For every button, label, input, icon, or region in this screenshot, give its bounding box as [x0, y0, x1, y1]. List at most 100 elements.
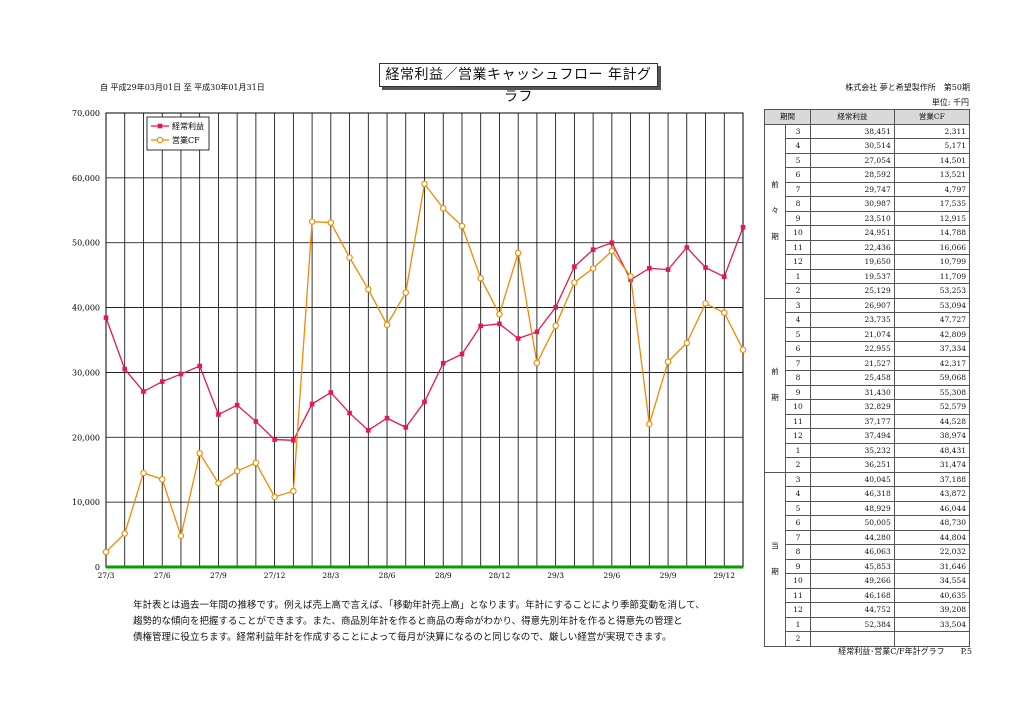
data-point	[290, 487, 297, 495]
table-row: 11 22,436 16,066	[765, 239, 971, 255]
operating-cf-cell: 5,171	[893, 138, 971, 154]
table-row: 2 25,129 53,253	[765, 283, 971, 299]
data-point	[609, 240, 615, 245]
data-point	[739, 346, 747, 353]
data-point	[514, 249, 522, 257]
operating-cf-cell: 42,809	[893, 326, 971, 342]
legend-marker	[156, 136, 164, 144]
operating-cf-cell: 52,579	[893, 399, 971, 415]
footer-page-label: 経常利益･営業C/F年計グラフ P.5	[838, 647, 972, 656]
recurring-profit-cell: 22,955	[810, 341, 895, 357]
recurring-profit-cell: 37,494	[810, 428, 895, 444]
table-row: 10 49,266 34,554	[765, 573, 971, 589]
operating-cf-cell: 48,730	[893, 515, 971, 531]
table-row: 12 37,494 38,974	[765, 428, 971, 444]
table-row: 7 21,527 42,317	[765, 355, 971, 371]
x-tick-label: 27/9	[210, 571, 227, 580]
y-tick-label: 60,000	[72, 174, 100, 183]
table-row: 9 45,853 31,646	[765, 558, 971, 574]
table-row: 6 50,005 48,730	[765, 515, 971, 531]
table-row: 5 27,054 14,501	[765, 152, 971, 168]
table-row: 当期 3 40,045 37,188	[764, 471, 971, 647]
table-row: 1 52,384 33,504	[765, 616, 971, 632]
data-point	[646, 420, 653, 428]
month-cell: 6	[785, 167, 811, 183]
operating-cf-cell: 17,535	[893, 196, 971, 212]
operating-cf-cell: 2,311	[893, 123, 971, 139]
data-point	[647, 265, 652, 271]
operating-cf-cell: 40,635	[893, 587, 971, 603]
month-cell: 11	[785, 239, 811, 255]
month-cell: 11	[785, 587, 811, 603]
y-tick-label: 50,000	[72, 239, 100, 248]
month-cell: 5	[785, 500, 811, 516]
table-row: 9 31,430 55,308	[765, 384, 971, 400]
recurring-profit-cell: 25,129	[810, 283, 895, 299]
data-point	[216, 412, 221, 417]
operating-cf-cell: 37,334	[893, 341, 971, 357]
x-tick-label: 28/12	[489, 571, 511, 580]
recurring-profit-cell: 30,987	[810, 196, 895, 212]
data-point	[383, 321, 391, 329]
operating-cf-cell: 59,068	[893, 370, 971, 386]
data-point	[291, 437, 296, 443]
month-cell: 2	[785, 631, 811, 647]
data-point	[665, 267, 671, 272]
data-point	[703, 265, 708, 270]
table-row: 2	[765, 631, 971, 647]
data-point	[121, 530, 128, 537]
operating-cf-cell: 53,253	[893, 283, 971, 299]
operating-cf-cell: 44,528	[893, 413, 971, 429]
data-point	[328, 390, 334, 395]
recurring-profit-cell: 19,537	[810, 268, 895, 284]
operating-cf-cell: 31,646	[893, 558, 971, 574]
data-point	[478, 323, 484, 329]
x-tick-label: 27/12	[264, 571, 286, 580]
operating-cf-cell: 37,188	[893, 471, 971, 487]
table-row: 2 36,251 31,474	[765, 457, 971, 473]
table-row: 前々期 3 38,451 2,311	[764, 123, 971, 299]
data-point	[422, 399, 427, 405]
x-tick-label: 27/3	[98, 571, 115, 580]
recurring-profit-cell: 23,510	[810, 210, 895, 226]
data-point	[272, 437, 277, 442]
operating-cf-cell: 53,094	[893, 297, 971, 313]
y-tick-label: 70,000	[72, 109, 100, 118]
table-row: 12 44,752 39,208	[765, 602, 971, 618]
operating-cf-cell: 33,504	[893, 616, 971, 632]
operating-cf-cell: 43,872	[893, 486, 971, 502]
data-point	[721, 309, 728, 316]
month-cell: 9	[785, 558, 811, 574]
recurring-profit-cell: 44,280	[810, 529, 895, 545]
recurring-profit-cell: 50,005	[810, 515, 895, 531]
table-header: 営業CF	[893, 109, 971, 125]
x-tick-label: 29/3	[547, 571, 564, 580]
page-title: 経常利益／営業キャッシュフロー 年計グラフ	[379, 63, 658, 105]
month-cell: 9	[785, 210, 811, 226]
data-point	[571, 279, 578, 286]
table-row: 4 30,514 5,171	[765, 138, 971, 154]
month-cell: 3	[785, 297, 811, 313]
data-point	[365, 286, 372, 293]
fiscal-period-label: 当期	[764, 471, 786, 647]
data-point	[664, 358, 672, 366]
data-point	[684, 245, 690, 250]
operating-cf-cell: 39,208	[893, 602, 971, 618]
recurring-profit-cell: 46,168	[810, 587, 895, 603]
operating-cf-cell: 4,797	[893, 181, 971, 197]
month-cell: 8	[785, 544, 811, 560]
table-row: 11 37,177 44,528	[765, 413, 971, 429]
data-point	[365, 428, 371, 433]
operating-cf-cell: 47,727	[893, 312, 971, 328]
month-cell: 4	[785, 312, 811, 328]
month-cell: 12	[785, 428, 811, 444]
operating-cf-cell: 44,804	[893, 529, 971, 545]
table-row: 10 24,951 14,788	[765, 225, 971, 241]
data-point	[253, 419, 259, 424]
table-row: 9 23,510 12,915	[765, 210, 971, 226]
operating-cf-cell: 34,554	[893, 573, 971, 589]
unit-label: 単位: 千円	[931, 98, 969, 107]
operating-cf-cell: 55,308	[893, 384, 971, 400]
fiscal-period-label: 前々期	[764, 123, 786, 299]
data-point	[122, 366, 128, 372]
